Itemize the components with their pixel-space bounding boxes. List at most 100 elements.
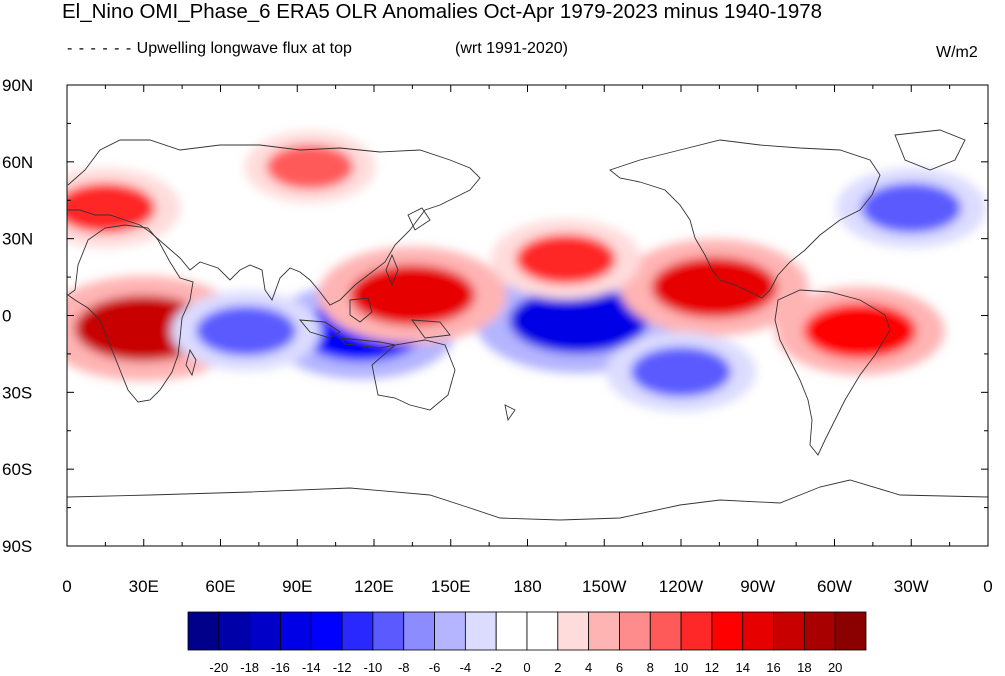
coastline-north-america xyxy=(609,139,881,299)
colorbar-label: -10 xyxy=(364,660,383,675)
colorbar-labels: -20 -18 -16 -14 -12 -10 -8 -6 -4 -2 0 2 4 6 8 10 12 14 16 1… xyxy=(209,660,842,675)
colorbar-label: -20 xyxy=(209,660,228,675)
colorbar-swatch xyxy=(218,611,251,651)
legend-line: - - - - - - Upwelling longwave flux at t… xyxy=(67,40,352,58)
colorbar-swatch xyxy=(280,611,312,651)
units-label: W/m2 xyxy=(936,44,978,61)
colorbar-label: -12 xyxy=(333,660,352,675)
y-tick-label: 90N xyxy=(2,76,33,95)
dashed-line-sample: - - - - - - xyxy=(67,40,133,57)
colorbar-label: 4 xyxy=(585,660,592,675)
legend-line-label: Upwelling longwave flux at top xyxy=(136,40,352,57)
colorbar-swatch xyxy=(649,611,682,651)
colorbar xyxy=(187,611,867,651)
x-tick-label: 150W xyxy=(582,577,626,596)
colorbar-swatch xyxy=(372,611,405,651)
x-tick-label: 60E xyxy=(205,577,235,596)
colorbar-swatch xyxy=(341,611,374,651)
coastline-africa xyxy=(67,224,194,403)
colorbar-label: 0 xyxy=(523,660,530,675)
anomaly-brazil-positive xyxy=(803,303,917,359)
reference-period: (wrt 1991-2020) xyxy=(455,40,568,57)
coastline-south-america xyxy=(774,289,891,456)
coastline-eurasia xyxy=(67,139,481,306)
map-title: El_Nino OMI_Phase_6 ERA5 OLR Anomalies O… xyxy=(62,0,823,23)
coastline-borneo xyxy=(349,297,373,323)
anomaly-north-pacific-positive xyxy=(515,234,616,285)
colorbar-swatch xyxy=(526,611,559,651)
colorbar-label: 2 xyxy=(554,660,561,675)
y-tick-label: 0 xyxy=(2,307,11,326)
y-tick-label: 30N xyxy=(2,230,33,249)
colorbar-label: -14 xyxy=(302,660,321,675)
coastline-antarctica xyxy=(67,479,988,521)
x-tick-label: 0 xyxy=(62,577,71,596)
y-tick-label: 60N xyxy=(2,153,33,172)
x-tick-label: 120E xyxy=(354,577,394,596)
coastline-philippines xyxy=(385,253,399,287)
colorbar-swatch xyxy=(403,611,435,651)
colorbar-swatch xyxy=(464,611,497,651)
y-tick-label: 30S xyxy=(2,383,32,402)
colorbar-label: 18 xyxy=(797,660,811,675)
y-axis-labels: 90N 60N 30N 0 30S 60S 90S xyxy=(2,76,33,556)
colorbar-label: -6 xyxy=(429,660,441,675)
anomaly-south-pacific-negative xyxy=(631,346,731,397)
colorbar-label: 14 xyxy=(735,660,749,675)
colorbar-swatch xyxy=(773,611,805,651)
anomaly-central-america-positive xyxy=(651,257,778,318)
coastline-australia xyxy=(371,339,456,411)
colorbar-swatch xyxy=(834,611,867,651)
colorbar-label: 8 xyxy=(647,660,654,675)
coastline-new-guinea xyxy=(411,319,451,339)
anomaly-indian-ocean-negative xyxy=(196,305,297,356)
anomaly-siberia-positive xyxy=(266,144,354,190)
coastline-java xyxy=(338,337,396,349)
x-tick-label: 0 xyxy=(983,577,992,596)
anomaly-field xyxy=(67,131,987,412)
x-tick-label: 90E xyxy=(282,577,312,596)
colorbar-swatch xyxy=(588,611,620,651)
coastline-sumatra xyxy=(298,319,341,339)
colorbar-swatch xyxy=(310,611,343,651)
colorbar-label: -4 xyxy=(460,660,472,675)
x-tick-label: 60W xyxy=(817,577,852,596)
coastline-japan xyxy=(407,207,431,231)
colorbar-label: 10 xyxy=(674,660,688,675)
coastline-madagascar xyxy=(185,348,197,377)
colorbar-label: 12 xyxy=(705,660,719,675)
anomaly-western-pacific-positive xyxy=(349,264,476,326)
x-tick-label: 30E xyxy=(129,577,159,596)
colorbar-swatch xyxy=(711,611,744,651)
coastline-greenland xyxy=(894,129,966,171)
anomaly-north-atlantic-negative xyxy=(861,182,962,233)
x-tick-label: 150E xyxy=(431,577,471,596)
colorbar-swatch xyxy=(434,611,466,651)
x-tick-label: 30W xyxy=(894,577,929,596)
colorbar-swatch xyxy=(249,611,281,651)
colorbar-label: 6 xyxy=(616,660,623,675)
colorbar-label: -2 xyxy=(490,660,502,675)
axis-ticks xyxy=(66,84,989,547)
colorbar-swatch xyxy=(495,611,528,651)
colorbar-swatch xyxy=(619,611,651,651)
map-panel: 90N 60N 30N 0 30S 60S 90S 0 30E 60E 90E 120E 150E 18… xyxy=(2,76,993,596)
x-tick-label: 120W xyxy=(659,577,703,596)
y-tick-label: 90S xyxy=(2,537,32,556)
colorbar-label: -18 xyxy=(240,660,259,675)
x-tick-label: 90W xyxy=(740,577,775,596)
colorbar-swatch xyxy=(742,611,774,651)
x-tick-label: 180 xyxy=(513,577,541,596)
colorbar-swatch xyxy=(803,611,836,651)
coastlines xyxy=(67,129,988,521)
colorbar-swatch xyxy=(680,611,713,651)
colorbar-label: 16 xyxy=(766,660,780,675)
colorbar-swatch xyxy=(557,611,590,651)
anomaly-europe-positive xyxy=(67,182,156,233)
colorbar-label: -8 xyxy=(398,660,410,675)
colorbar-label: 20 xyxy=(828,660,842,675)
y-tick-label: 60S xyxy=(2,460,32,479)
coastline-new-zealand xyxy=(504,404,516,422)
anomaly-central-equatorial-pacific-negative xyxy=(509,287,648,354)
